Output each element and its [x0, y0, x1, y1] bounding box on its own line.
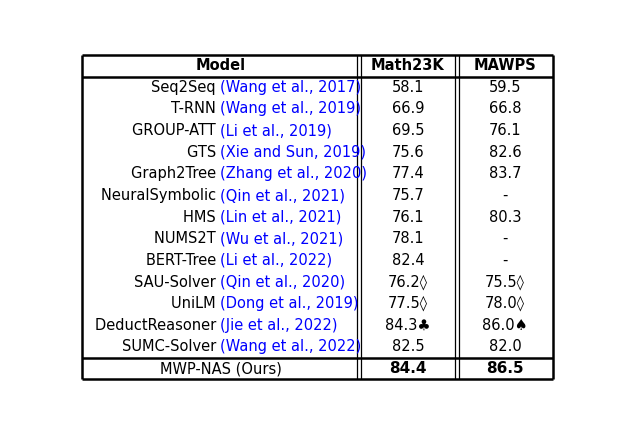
Text: 86.5: 86.5 — [486, 361, 524, 376]
Text: 78.0◊: 78.0◊ — [485, 296, 525, 311]
Text: T-RNN: T-RNN — [171, 101, 221, 117]
Text: (Zhang et al., 2020): (Zhang et al., 2020) — [221, 166, 368, 181]
Text: Math23K: Math23K — [371, 58, 445, 73]
Text: SUMC-Solver: SUMC-Solver — [122, 339, 221, 354]
Text: 77.5◊: 77.5◊ — [388, 296, 428, 311]
Text: (Li et al., 2022): (Li et al., 2022) — [221, 253, 332, 268]
Text: NUMS2T: NUMS2T — [154, 231, 221, 246]
Text: GROUP-ATT: GROUP-ATT — [132, 123, 221, 138]
Text: 76.2◊: 76.2◊ — [388, 274, 428, 290]
Text: 82.4: 82.4 — [392, 253, 424, 268]
Text: (Wu et al., 2021): (Wu et al., 2021) — [221, 231, 343, 246]
Text: 84.3♣: 84.3♣ — [385, 318, 431, 333]
Text: UniLM: UniLM — [171, 296, 221, 311]
Text: 58.1: 58.1 — [392, 80, 424, 95]
Text: 77.4: 77.4 — [391, 166, 424, 181]
Text: 82.6: 82.6 — [489, 145, 521, 160]
Text: 66.9: 66.9 — [392, 101, 424, 117]
Text: (Qin et al., 2020): (Qin et al., 2020) — [221, 274, 345, 289]
Text: GTS: GTS — [187, 145, 221, 160]
Text: (Qin et al., 2021): (Qin et al., 2021) — [221, 188, 345, 203]
Text: MAWPS: MAWPS — [474, 58, 536, 73]
Text: 84.4: 84.4 — [389, 361, 427, 376]
Text: 76.1: 76.1 — [392, 210, 424, 224]
Text: 75.5◊: 75.5◊ — [485, 274, 525, 290]
Text: 75.6: 75.6 — [392, 145, 424, 160]
Text: (Xie and Sun, 2019): (Xie and Sun, 2019) — [221, 145, 366, 160]
Text: 83.7: 83.7 — [489, 166, 521, 181]
Text: Model: Model — [195, 58, 246, 73]
Text: 80.3: 80.3 — [489, 210, 521, 224]
Text: BERT-Tree: BERT-Tree — [146, 253, 221, 268]
Text: 76.1: 76.1 — [489, 123, 521, 138]
Text: 66.8: 66.8 — [489, 101, 521, 117]
Text: 82.5: 82.5 — [392, 339, 424, 354]
Text: (Wang et al., 2019): (Wang et al., 2019) — [221, 101, 361, 117]
Text: 82.0: 82.0 — [489, 339, 521, 354]
Text: 75.7: 75.7 — [391, 188, 424, 203]
Text: Seq2Seq: Seq2Seq — [151, 80, 221, 95]
Text: (Wang et al., 2017): (Wang et al., 2017) — [221, 80, 361, 95]
Text: (Dong et al., 2019): (Dong et al., 2019) — [221, 296, 359, 311]
Text: MWP-NAS (Ours): MWP-NAS (Ours) — [159, 361, 281, 376]
Text: 69.5: 69.5 — [392, 123, 424, 138]
Text: 78.1: 78.1 — [392, 231, 424, 246]
Text: -: - — [502, 188, 508, 203]
Text: NeuralSymbolic: NeuralSymbolic — [100, 188, 221, 203]
Text: SAU-Solver: SAU-Solver — [134, 274, 221, 289]
Text: (Lin et al., 2021): (Lin et al., 2021) — [221, 210, 342, 224]
Text: (Jie et al., 2022): (Jie et al., 2022) — [221, 318, 338, 333]
Text: (Wang et al., 2022): (Wang et al., 2022) — [221, 339, 361, 354]
Text: 59.5: 59.5 — [489, 80, 521, 95]
Text: -: - — [502, 231, 508, 246]
Text: (Li et al., 2019): (Li et al., 2019) — [221, 123, 332, 138]
Text: -: - — [502, 253, 508, 268]
Text: Graph2Tree: Graph2Tree — [131, 166, 221, 181]
Text: DeductReasoner: DeductReasoner — [95, 318, 221, 333]
Text: HMS: HMS — [183, 210, 221, 224]
Text: 86.0♠: 86.0♠ — [482, 318, 528, 333]
